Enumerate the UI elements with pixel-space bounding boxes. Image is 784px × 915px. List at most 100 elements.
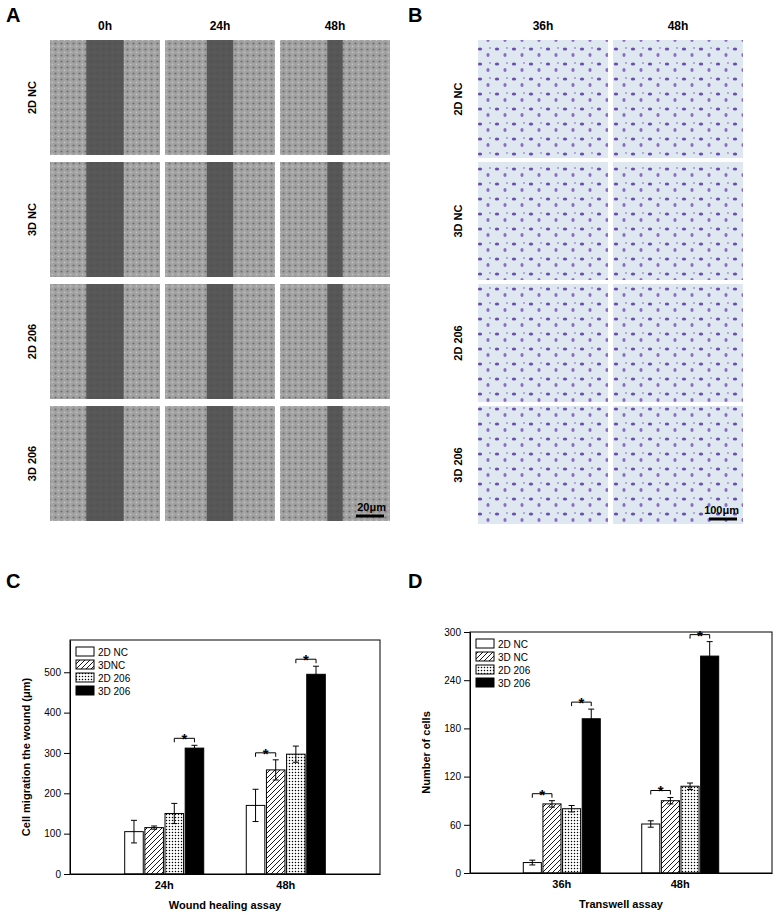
y-tick-mark bbox=[464, 632, 470, 633]
bar bbox=[642, 824, 660, 873]
x-axis-line bbox=[71, 874, 381, 875]
column-label: 0h bbox=[98, 19, 112, 33]
legend: 2D NC3D NC2D 2063D 206 bbox=[476, 639, 531, 689]
micrograph bbox=[280, 284, 390, 399]
panel-label: C bbox=[6, 570, 20, 592]
y-axis-title: Cell migration the wound (μm) bbox=[20, 678, 32, 837]
micrograph bbox=[478, 162, 608, 280]
bar bbox=[307, 674, 326, 874]
legend-label: 2D NC bbox=[98, 647, 128, 658]
image-panel: A 0h 24h 48h 2D NC 3D NC 2D 206 3D 206 20μm bbox=[6, 4, 390, 521]
error-bar bbox=[191, 745, 197, 751]
y-tick-mark bbox=[464, 825, 470, 826]
x-tick: 48h bbox=[276, 874, 295, 891]
x-tick: 24h bbox=[155, 874, 174, 891]
legend: 2D NC3DNC2D 2063D 206 bbox=[76, 647, 131, 697]
plot-frame bbox=[70, 640, 380, 874]
micrograph bbox=[50, 406, 160, 521]
bar bbox=[185, 748, 204, 874]
micrograph bbox=[613, 284, 743, 402]
scale-bar bbox=[356, 515, 384, 518]
plot-frame bbox=[470, 632, 772, 873]
legend-swatch bbox=[476, 639, 494, 648]
error-bar bbox=[131, 820, 137, 843]
row-label: 2D NC bbox=[26, 81, 38, 114]
legend-swatch bbox=[76, 660, 94, 669]
panel-label: A bbox=[6, 4, 20, 26]
error-bar bbox=[549, 801, 555, 807]
legend-label: 2D NC bbox=[498, 639, 528, 650]
x-tick-label: 48h bbox=[276, 879, 295, 891]
y-tick-mark bbox=[64, 874, 70, 875]
legend-swatch bbox=[476, 652, 494, 661]
y-axis: 0100200300400500 bbox=[44, 641, 70, 880]
row-label: 3D NC bbox=[452, 204, 464, 237]
y-axis-line bbox=[470, 633, 471, 874]
y-tick-label: 300 bbox=[444, 627, 461, 638]
chart: 06012018024030036h48h****2D NC3D NC2D 20… bbox=[408, 570, 773, 910]
y-tick: 60 bbox=[450, 820, 470, 831]
y-tick-label: 400 bbox=[44, 707, 61, 718]
x-axis: 36h 48h bbox=[471, 873, 773, 890]
legend-swatch bbox=[476, 678, 494, 687]
row-label: 2D 206 bbox=[26, 324, 38, 359]
y-tick-mark bbox=[64, 713, 70, 714]
bar bbox=[563, 809, 581, 873]
bar bbox=[582, 719, 600, 873]
y-tick-label: 240 bbox=[444, 675, 461, 686]
wound-gap bbox=[86, 40, 123, 155]
wound-gap bbox=[86, 284, 123, 399]
y-tick-label: 60 bbox=[450, 820, 462, 831]
y-tick: 200 bbox=[44, 788, 70, 799]
column-label: 24h bbox=[210, 19, 231, 33]
chart: 010020030040050024h48h***2D NC3DNC2D 206… bbox=[6, 570, 381, 911]
wound-gap bbox=[207, 40, 233, 155]
micrograph bbox=[478, 406, 608, 524]
y-tick-mark bbox=[464, 728, 470, 729]
y-tick-label: 0 bbox=[55, 869, 61, 880]
micrograph bbox=[280, 40, 390, 155]
row-label: 3D NC bbox=[26, 203, 38, 236]
y-tick: 300 bbox=[444, 627, 470, 638]
legend-swatch bbox=[476, 665, 494, 674]
significance-label: * bbox=[539, 786, 545, 803]
bar bbox=[287, 754, 306, 874]
x-tick-label: 36h bbox=[552, 878, 571, 890]
error-bar bbox=[648, 821, 654, 827]
y-tick: 120 bbox=[444, 771, 470, 782]
error-bar bbox=[588, 709, 594, 728]
bar bbox=[701, 656, 719, 873]
error-bar bbox=[687, 783, 693, 789]
significance-label: * bbox=[263, 745, 269, 762]
legend-label: 2D 206 bbox=[98, 673, 131, 684]
x-tick-label: 24h bbox=[155, 879, 174, 891]
legend-label: 3D 206 bbox=[498, 678, 531, 689]
micrograph bbox=[165, 40, 275, 155]
micrograph bbox=[280, 162, 390, 277]
y-tick-label: 180 bbox=[444, 723, 461, 734]
scale-bar-label: 20μm bbox=[357, 501, 386, 513]
legend-label: 3DNC bbox=[98, 660, 125, 671]
micrograph bbox=[613, 406, 743, 524]
x-tick-label: 48h bbox=[671, 878, 690, 890]
image-panel: B36h48h2D NC3D NC2D 2063D 206100μm bbox=[408, 4, 743, 524]
plot-area bbox=[523, 642, 718, 873]
y-axis: 0 60 120 180 240 300 bbox=[444, 627, 470, 879]
wound-gap bbox=[327, 162, 342, 277]
bar bbox=[681, 786, 699, 873]
error-bar bbox=[313, 666, 319, 682]
row-label: 3D 206 bbox=[26, 446, 38, 481]
wound-gap bbox=[207, 406, 233, 521]
y-tick: 100 bbox=[44, 828, 70, 839]
row-label: 2D NC bbox=[452, 82, 464, 115]
x-axis: 24h 48h bbox=[71, 874, 381, 891]
y-tick-mark bbox=[64, 834, 70, 835]
column-label: 36h bbox=[533, 19, 554, 33]
wound-gap bbox=[86, 162, 123, 277]
column-label: 48h bbox=[325, 19, 346, 33]
micrograph bbox=[478, 40, 608, 158]
legend-label: 2D 206 bbox=[498, 665, 531, 676]
error-bar bbox=[273, 760, 279, 780]
micrograph bbox=[50, 162, 160, 277]
y-tick-label: 0 bbox=[455, 868, 461, 879]
